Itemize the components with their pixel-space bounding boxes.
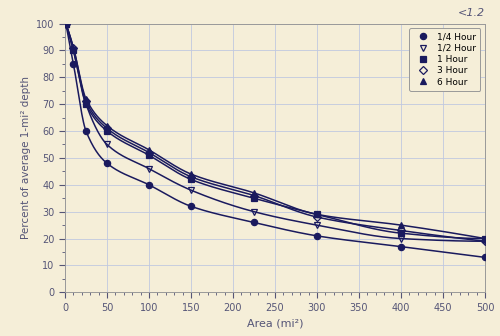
6 Hour xyxy=(398,223,404,227)
1 Hour xyxy=(482,237,488,241)
1/4 Hour xyxy=(83,129,89,133)
3 Hour xyxy=(83,99,89,103)
1/4 Hour xyxy=(314,234,320,238)
1/2 Hour xyxy=(251,210,257,214)
Y-axis label: Percent of average 1-mi² depth: Percent of average 1-mi² depth xyxy=(20,76,30,240)
6 Hour xyxy=(63,22,69,26)
1/4 Hour xyxy=(146,183,152,187)
3 Hour xyxy=(63,22,69,26)
1/4 Hour xyxy=(63,22,69,26)
1 Hour xyxy=(398,231,404,235)
1/2 Hour xyxy=(63,22,69,26)
Line: 3 Hour: 3 Hour xyxy=(62,20,488,244)
1/2 Hour xyxy=(314,223,320,227)
1/4 Hour xyxy=(104,161,110,165)
6 Hour xyxy=(314,212,320,216)
1/2 Hour xyxy=(146,167,152,171)
3 Hour xyxy=(482,239,488,243)
3 Hour xyxy=(104,126,110,130)
1/2 Hour xyxy=(188,188,194,192)
Legend: 1/4 Hour, 1/2 Hour, 1 Hour, 3 Hour, 6 Hour: 1/4 Hour, 1/2 Hour, 1 Hour, 3 Hour, 6 Ho… xyxy=(409,28,480,91)
X-axis label: Area (mi²): Area (mi²) xyxy=(247,318,303,328)
1/4 Hour xyxy=(398,245,404,249)
1/2 Hour xyxy=(398,237,404,241)
6 Hour xyxy=(83,97,89,101)
6 Hour xyxy=(70,46,76,50)
Line: 1/4 Hour: 1/4 Hour xyxy=(62,20,488,260)
1 Hour xyxy=(251,196,257,200)
3 Hour xyxy=(188,175,194,179)
1/4 Hour xyxy=(70,62,76,66)
1/4 Hour xyxy=(188,204,194,208)
1 Hour xyxy=(70,48,76,52)
1 Hour xyxy=(83,102,89,106)
1 Hour xyxy=(188,177,194,181)
6 Hour xyxy=(146,148,152,152)
Line: 6 Hour: 6 Hour xyxy=(62,20,488,242)
3 Hour xyxy=(251,194,257,198)
1/4 Hour xyxy=(482,255,488,259)
1/2 Hour xyxy=(83,102,89,106)
Line: 1/2 Hour: 1/2 Hour xyxy=(62,20,488,244)
3 Hour xyxy=(70,46,76,50)
6 Hour xyxy=(251,191,257,195)
1 Hour xyxy=(104,129,110,133)
6 Hour xyxy=(188,172,194,176)
1 Hour xyxy=(146,153,152,157)
6 Hour xyxy=(104,124,110,128)
3 Hour xyxy=(398,228,404,233)
6 Hour xyxy=(482,237,488,241)
Line: 1 Hour: 1 Hour xyxy=(62,20,488,242)
1/4 Hour xyxy=(251,220,257,224)
Text: <1.2: <1.2 xyxy=(458,8,485,18)
1/2 Hour xyxy=(482,239,488,243)
1 Hour xyxy=(314,212,320,216)
3 Hour xyxy=(314,215,320,219)
3 Hour xyxy=(146,151,152,155)
1/2 Hour xyxy=(70,48,76,52)
1/2 Hour xyxy=(104,142,110,146)
1 Hour xyxy=(63,22,69,26)
